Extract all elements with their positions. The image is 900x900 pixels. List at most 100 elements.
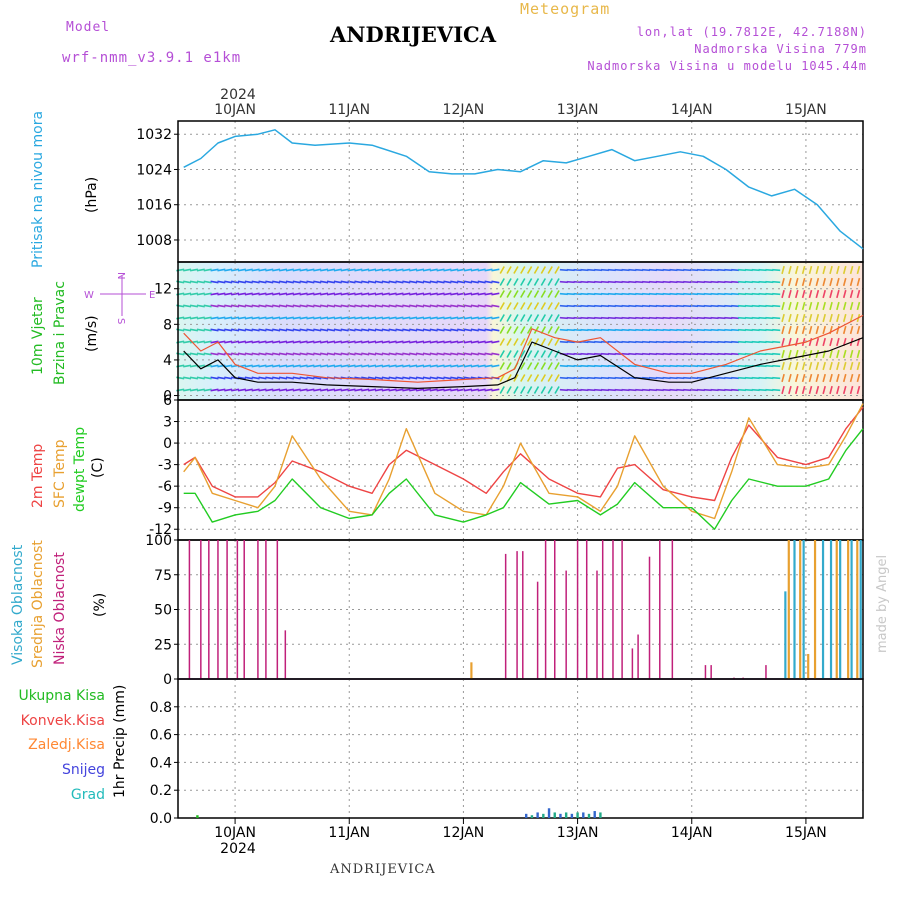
wind-arrow bbox=[676, 388, 685, 392]
wind-arrow bbox=[196, 352, 205, 356]
wind-arrow bbox=[731, 388, 740, 392]
wind-arrow bbox=[251, 352, 260, 356]
wind-arrow bbox=[676, 376, 685, 380]
wind-arrow bbox=[765, 352, 774, 356]
wind-arrow bbox=[183, 304, 192, 308]
wind-arrow bbox=[429, 376, 438, 380]
wind-arrow bbox=[491, 316, 500, 320]
wind-arrow bbox=[607, 268, 616, 272]
wind-arrow bbox=[299, 316, 308, 320]
wind-arrow bbox=[801, 385, 806, 395]
wind-arrow bbox=[642, 316, 651, 320]
temp-unit: (C) bbox=[90, 457, 106, 478]
wind-arrow bbox=[696, 268, 705, 272]
precip-bar bbox=[542, 813, 545, 818]
wind-arrow bbox=[429, 352, 438, 356]
wind-arrow bbox=[265, 352, 274, 356]
temp-title-1: 2m Temp bbox=[30, 444, 46, 508]
wind-arrow bbox=[320, 352, 329, 356]
wind-arrow bbox=[415, 340, 425, 344]
wind-arrow bbox=[788, 325, 792, 335]
wind-arrow bbox=[628, 340, 637, 344]
top-day-label: 12JAN bbox=[443, 102, 485, 118]
y-tick-label: 0 bbox=[163, 389, 172, 405]
wind-arrow bbox=[655, 328, 664, 332]
wind-arrow bbox=[607, 352, 616, 356]
wind-arrow bbox=[224, 292, 233, 296]
wind-arrow bbox=[422, 328, 431, 332]
wind-arrow bbox=[491, 364, 500, 368]
wind-arrow bbox=[477, 316, 486, 320]
wind-arrow bbox=[781, 277, 785, 287]
wind-arrow bbox=[669, 328, 678, 332]
wind-arrow bbox=[347, 364, 356, 368]
wind-arrow bbox=[717, 292, 726, 296]
wind-arrow bbox=[299, 280, 308, 284]
wind-arrow bbox=[689, 316, 699, 320]
wind-arrow bbox=[189, 316, 199, 320]
wind-arrow bbox=[710, 316, 719, 320]
wind-arrow bbox=[265, 376, 274, 380]
wind-arrow bbox=[499, 374, 505, 382]
panel-frame bbox=[177, 678, 864, 819]
wind-arrow bbox=[794, 313, 799, 323]
wind-arrow bbox=[326, 280, 336, 284]
wind-arrow bbox=[189, 304, 199, 308]
wind-arrow bbox=[196, 292, 205, 296]
wind-arrow bbox=[842, 313, 847, 323]
wind-arrow bbox=[409, 292, 418, 296]
y-tick-label: 1016 bbox=[136, 198, 172, 214]
wind-arrow bbox=[607, 364, 616, 368]
top-day-labels: 10JAN 11JAN 12JAN 13JAN 14JAN 15JAN bbox=[214, 102, 827, 118]
wind-arrow bbox=[829, 301, 833, 311]
wind-arrow bbox=[203, 328, 212, 332]
wind-arrow bbox=[788, 277, 792, 287]
wind-arrow bbox=[614, 280, 623, 284]
wind-arrow bbox=[737, 280, 747, 284]
wind-arrow bbox=[272, 292, 281, 296]
wind-arrow bbox=[381, 340, 390, 344]
wind-arrow bbox=[635, 268, 644, 272]
wind-arrow bbox=[526, 350, 533, 358]
wind-arrow bbox=[463, 280, 473, 284]
wind-arrow bbox=[292, 388, 301, 392]
wind-arrow bbox=[751, 340, 760, 344]
wind-arrow bbox=[278, 316, 288, 320]
wind-arrow bbox=[237, 316, 247, 320]
wind-arrow bbox=[547, 386, 553, 394]
wind-arrow bbox=[710, 280, 719, 284]
wind-arrow bbox=[737, 328, 747, 332]
wind-arrow bbox=[621, 340, 630, 344]
precip-bar bbox=[553, 812, 556, 818]
y-tick-label: -12 bbox=[149, 522, 172, 538]
y-tick-label: 100 bbox=[145, 533, 172, 549]
wind-arrow bbox=[513, 302, 519, 310]
wind-arrow bbox=[237, 328, 247, 332]
wind-arrow bbox=[244, 364, 253, 368]
wind-arrow bbox=[347, 292, 356, 296]
y-tick-label: 0.0 bbox=[150, 811, 172, 827]
wind-arrow bbox=[450, 328, 459, 332]
wind-arrow bbox=[587, 268, 596, 272]
wind-arrow bbox=[683, 328, 692, 332]
wind-arrow bbox=[381, 304, 390, 308]
wind-arrow bbox=[443, 280, 452, 284]
wind-arrow bbox=[224, 304, 233, 308]
wind-arrow bbox=[210, 388, 219, 392]
wind-arrow bbox=[554, 266, 560, 274]
wind-arrow bbox=[217, 280, 226, 284]
wind-arrow bbox=[554, 302, 560, 310]
wind-arrow bbox=[559, 280, 568, 284]
wind-arrow bbox=[696, 364, 705, 368]
precip-bar bbox=[576, 812, 579, 818]
wind-arrow bbox=[815, 385, 820, 395]
wind-arrow bbox=[829, 277, 833, 287]
wind-arrow bbox=[717, 376, 726, 380]
wind-arrow bbox=[533, 374, 540, 382]
wind-arrow bbox=[836, 337, 840, 347]
wind-arrow bbox=[470, 304, 479, 308]
precip-bar bbox=[196, 815, 199, 818]
wind-arrow bbox=[628, 364, 637, 368]
wind-arrow bbox=[662, 328, 671, 332]
wind-arrow bbox=[224, 268, 233, 272]
